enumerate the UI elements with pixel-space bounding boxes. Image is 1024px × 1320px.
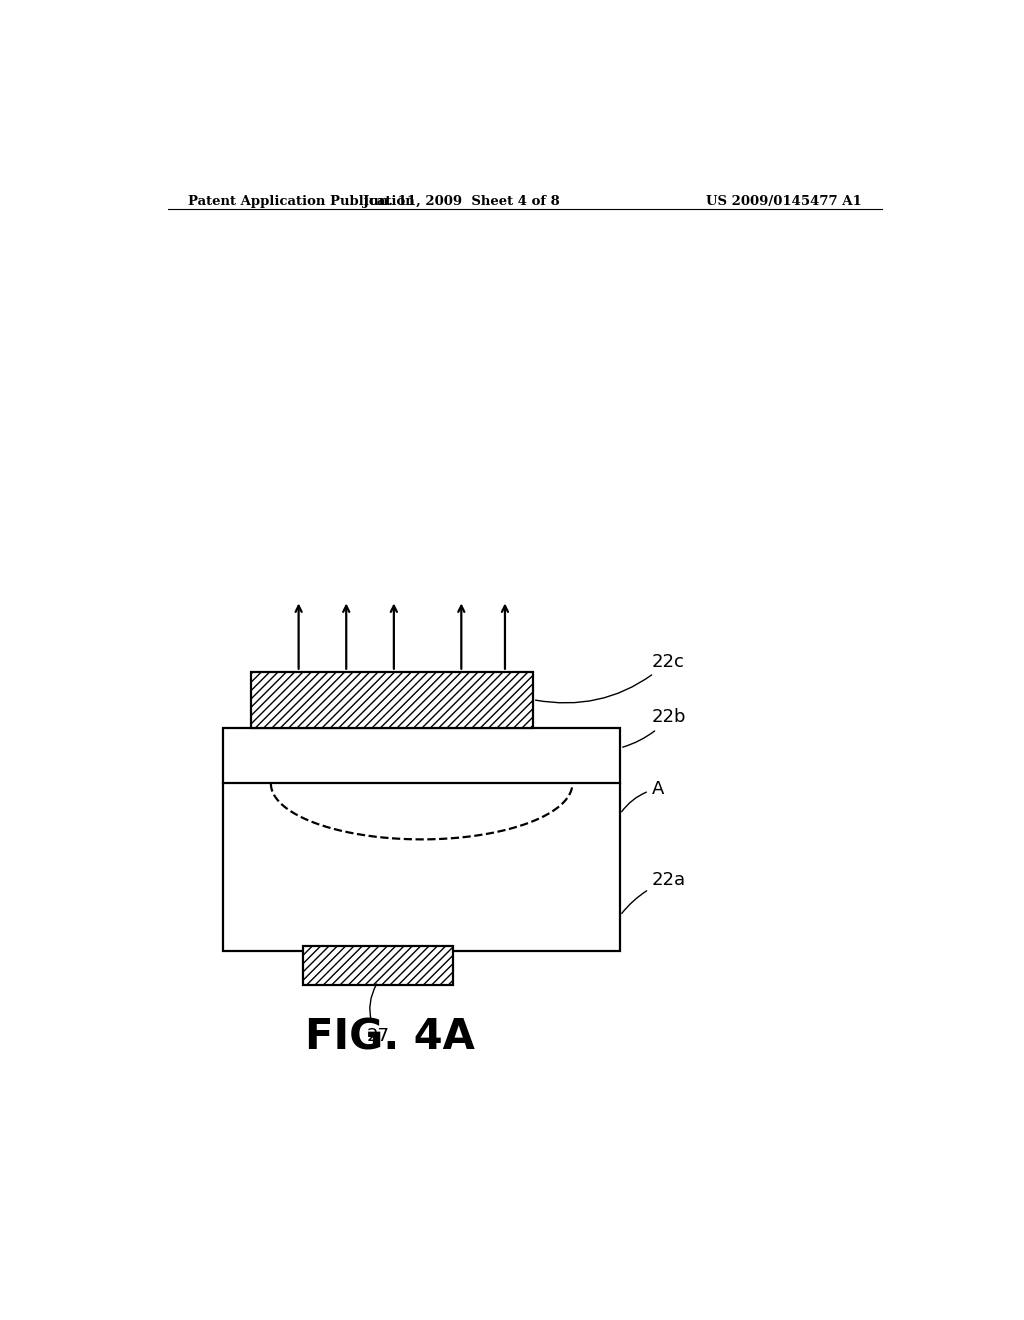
Text: FIG. 4A: FIG. 4A <box>305 1016 475 1059</box>
Text: 22c: 22c <box>536 652 685 702</box>
Bar <box>303 946 454 985</box>
Text: 22a: 22a <box>622 871 686 913</box>
Text: US 2009/0145477 A1: US 2009/0145477 A1 <box>707 194 862 207</box>
Bar <box>251 672 532 727</box>
Bar <box>223 727 621 952</box>
Text: A: A <box>622 780 665 812</box>
Text: Patent Application Publication: Patent Application Publication <box>187 194 415 207</box>
Text: Jun. 11, 2009  Sheet 4 of 8: Jun. 11, 2009 Sheet 4 of 8 <box>362 194 560 207</box>
Text: 27: 27 <box>367 985 389 1045</box>
Text: 22b: 22b <box>623 709 686 747</box>
